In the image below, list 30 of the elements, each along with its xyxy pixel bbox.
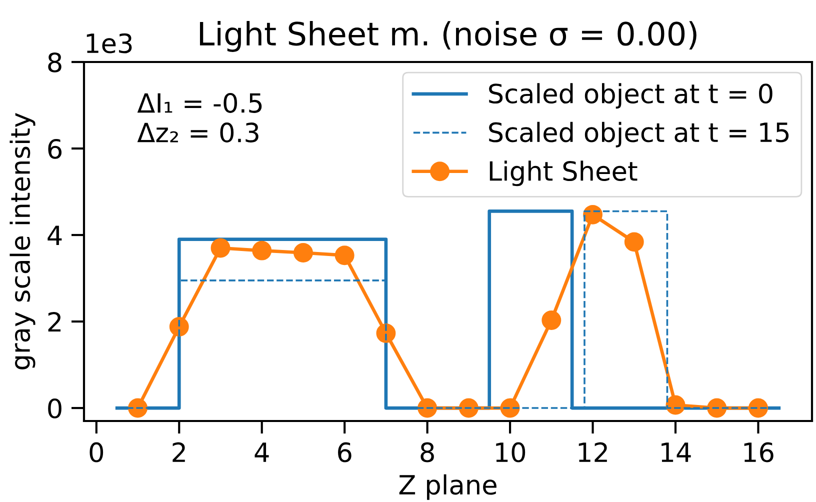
y-axis-title: gray scale intensity xyxy=(10,113,36,370)
annotation: ΔI₁ = -0.5 Δz₂ = 0.3 xyxy=(137,92,262,142)
x-tick-label: 0 xyxy=(90,442,104,462)
point xyxy=(169,316,189,336)
x-tick-label: 4 xyxy=(254,442,269,462)
chart-title: Light Sheet m. (noise σ = 0.00) xyxy=(200,21,696,52)
point xyxy=(542,310,562,330)
point xyxy=(252,240,272,260)
point xyxy=(210,238,230,258)
point xyxy=(294,243,313,262)
text: 1e3 xyxy=(86,33,132,54)
y-tick-label: 8 xyxy=(48,52,62,72)
x-tick-label: 14 xyxy=(662,442,691,462)
x-tick-label: 10 xyxy=(496,442,526,462)
point xyxy=(583,204,602,224)
x-tick-label: 16 xyxy=(744,442,774,462)
y-tick-label: 6 xyxy=(48,138,62,159)
x-tick-label: 2 xyxy=(172,442,185,462)
x-tick-label: 8 xyxy=(420,442,434,462)
point xyxy=(624,232,644,252)
x-tick-label: 6 xyxy=(338,442,352,462)
legend-label: Scaled object at t = 15 xyxy=(489,122,789,148)
y-tick-label: 2 xyxy=(48,312,61,332)
legend-label: Scaled object at t = 0 xyxy=(489,83,772,109)
x-axis-title: Z plane xyxy=(399,474,496,500)
y-tick-label: 0 xyxy=(48,398,62,418)
legend-label: Light Sheet xyxy=(490,160,638,186)
x-tick-label: 12 xyxy=(578,442,607,462)
y-tick-label: 4 xyxy=(48,226,62,246)
point xyxy=(334,246,354,266)
